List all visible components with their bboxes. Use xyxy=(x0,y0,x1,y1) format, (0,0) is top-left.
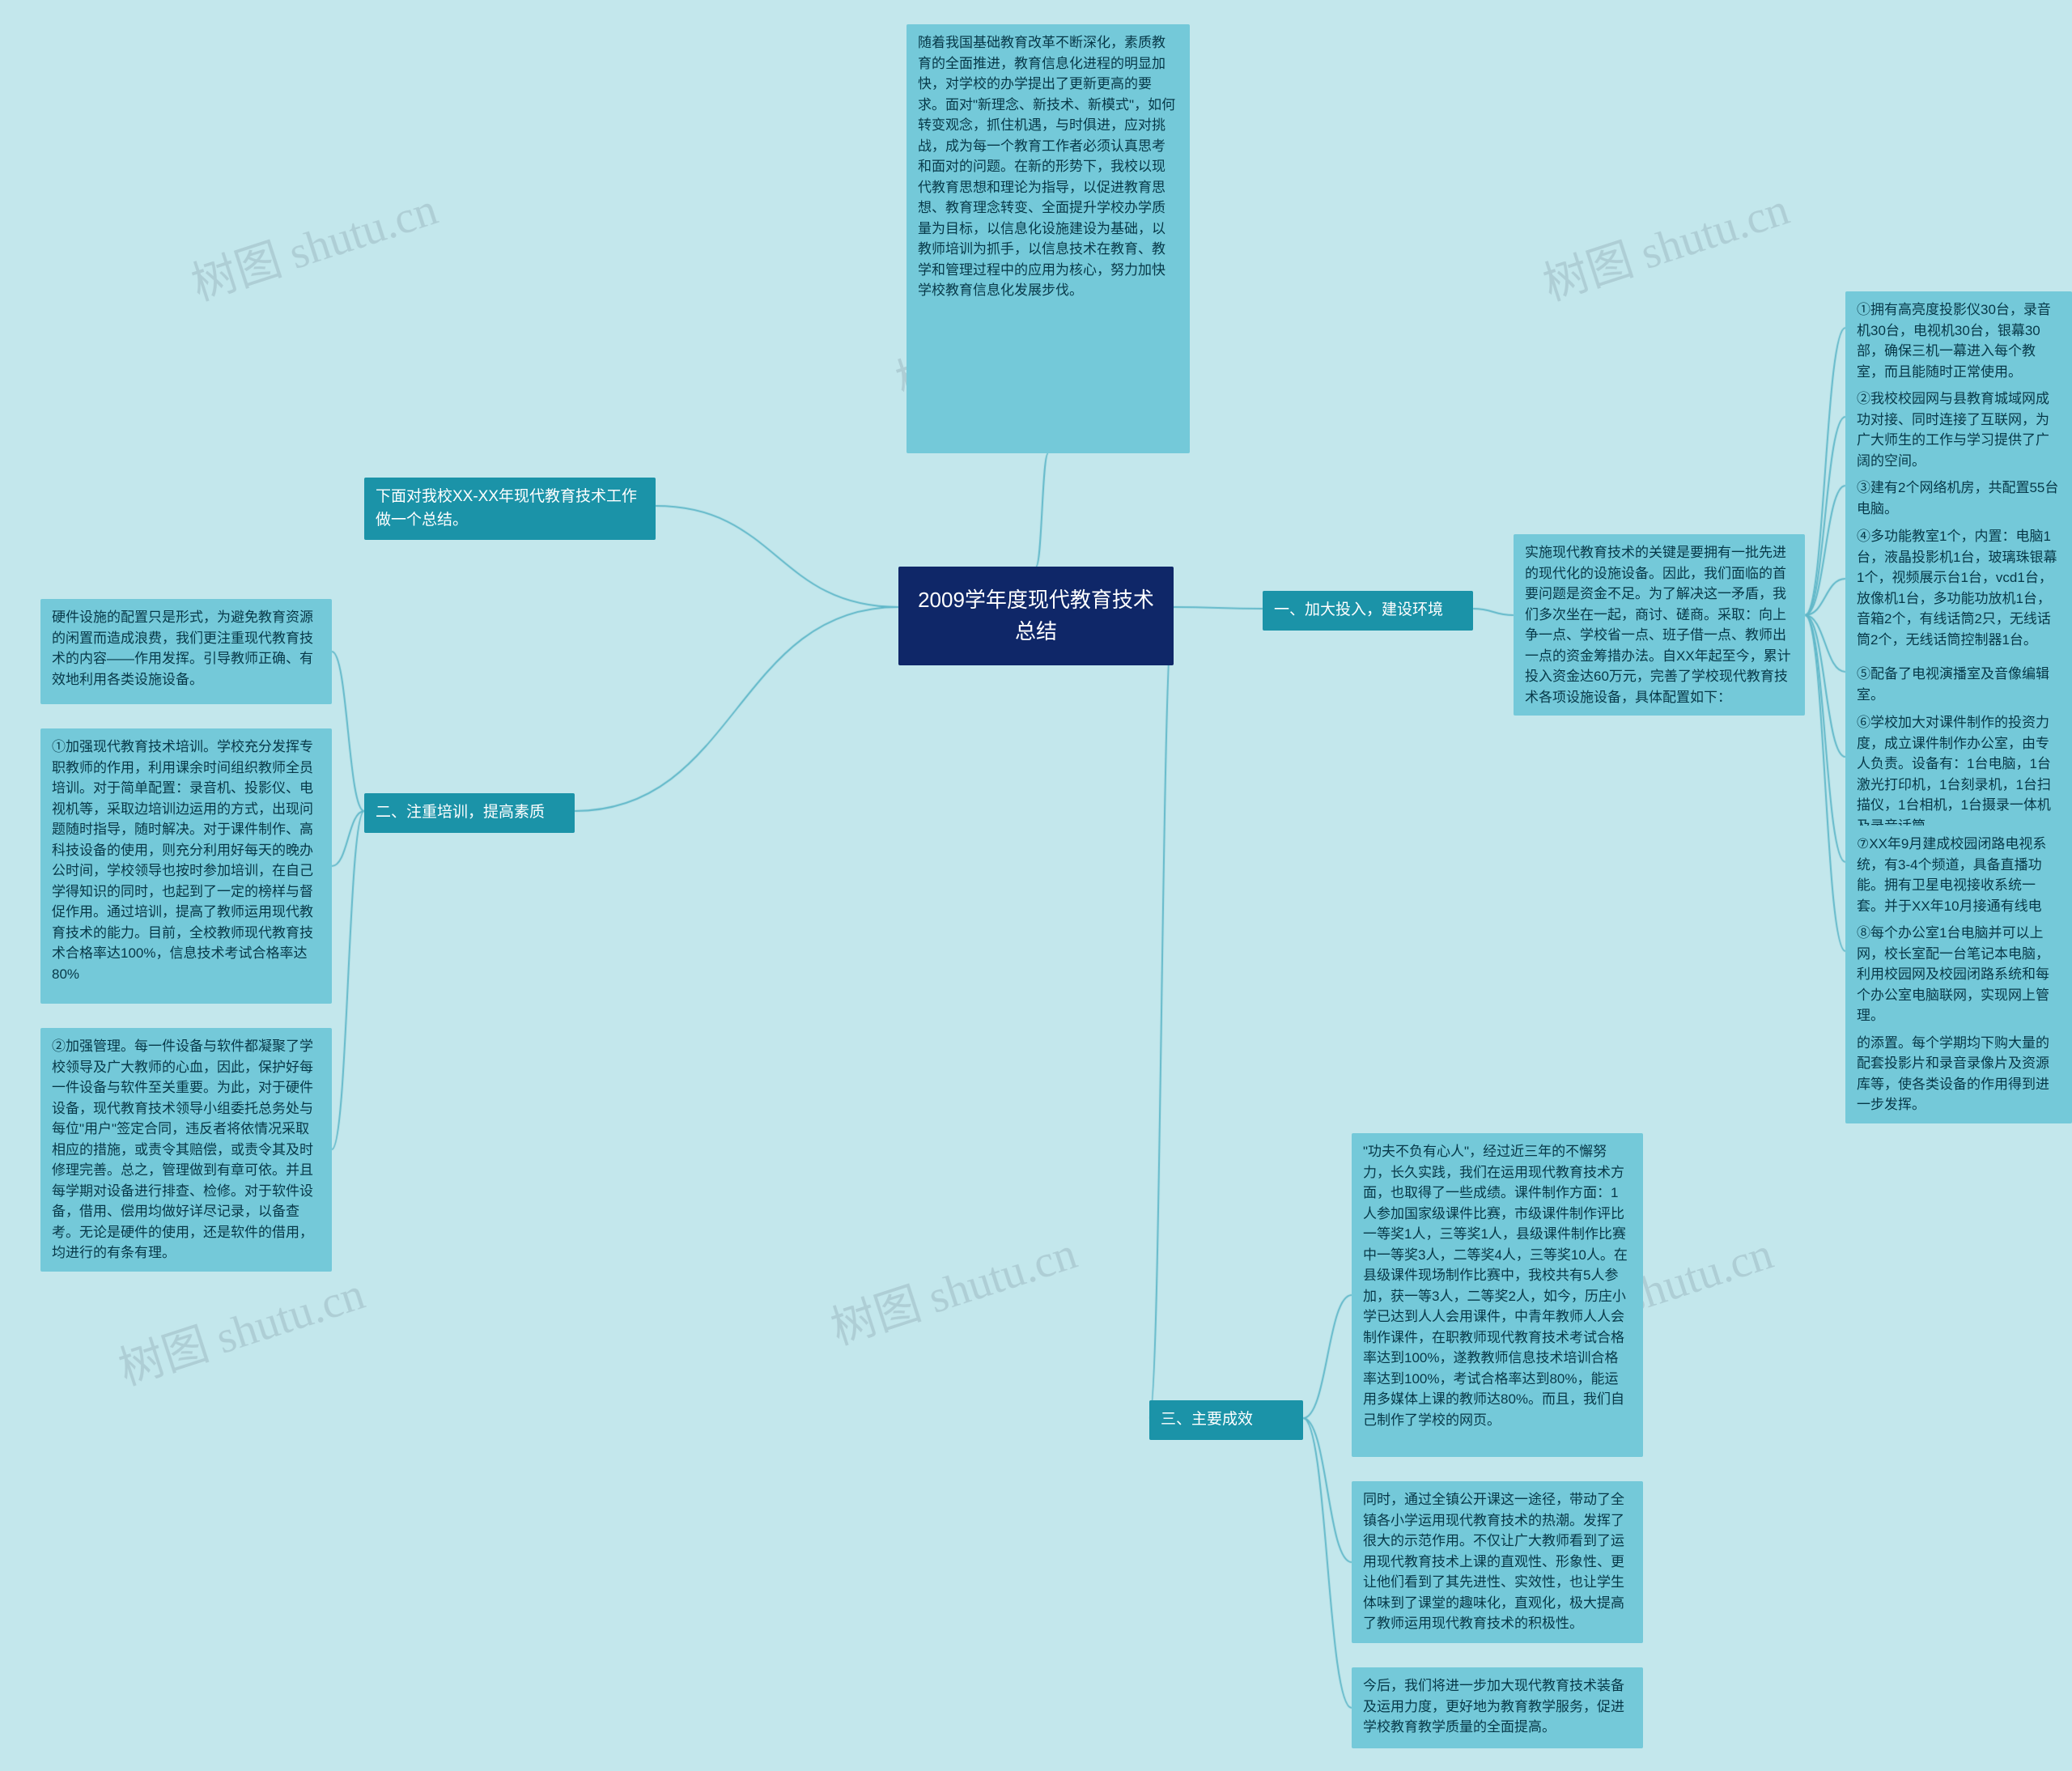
root-node[interactable]: 2009学年度现代教育技术 总结 xyxy=(898,567,1174,665)
intro-paragraph: 随着我国基础教育改革不断深化，素质教育的全面推进，教育信息化进程的明显加快，对学… xyxy=(906,24,1190,453)
section-1-item-1: ①拥有高亮度投影仪30台，录音机30台，电视机30台，银幕30部，确保三机一幕进… xyxy=(1845,291,2072,390)
section-2-title[interactable]: 二、注重培训，提高素质 xyxy=(364,793,575,833)
section-1-item-6: ⑥学校加大对课件制作的投资力度，成立课件制作办公室，由专人负责。设备有：1台电脑… xyxy=(1845,704,2072,844)
section-3-title[interactable]: 三、主要成效 xyxy=(1149,1400,1303,1440)
section-3-item-1: "功夫不负有心人"，经过近三年的不懈努力，长久实践，我们在运用现代教育技术方面，… xyxy=(1352,1133,1643,1457)
section-1-desc: 实施现代教育技术的关键是要拥有一批先进的现代化的设施设备。因此，我们面临的首要问… xyxy=(1514,534,1805,716)
section-2-item-1: ①加强现代教育技术培训。学校充分发挥专职教师的作用，利用课余时间组织教师全员培训… xyxy=(40,728,332,1004)
section-3-item-2: 同时，通过全镇公开课这一途径，带动了全镇各小学运用现代教育技术的热潮。发挥了很大… xyxy=(1352,1481,1643,1643)
section-2-item-2: ②加强管理。每一件设备与软件都凝聚了学校领导及广大教师的心血，因此，保护好每一件… xyxy=(40,1028,332,1272)
section-1-item-8: ⑧每个办公室1台电脑并可以上网，校长室配一台笔记本电脑，利用校园网及校园闭路系统… xyxy=(1845,915,2072,1034)
section-1-item-4: ④多功能教室1个，内置：电脑1台，液晶投影机1台，玻璃珠银幕1个，视频展示台1台… xyxy=(1845,518,2072,658)
section-3-item-3: 今后，我们将进一步加大现代教育技术装备及运用力度，更好地为教育教学服务，促进学校… xyxy=(1352,1667,1643,1748)
section-1-item-2: ②我校校园网与县教育城域网成功对接、同时连接了互联网，为广大师生的工作与学习提供… xyxy=(1845,380,2072,479)
section-2-desc: 硬件设施的配置只是形式，为避免教育资源的闲置而造成浪费，我们更注重现代教育技术的… xyxy=(40,599,332,704)
left-header: 下面对我校XX-XX年现代教育技术工作做一个总结。 xyxy=(364,478,656,540)
section-1-title[interactable]: 一、加大投入，建设环境 xyxy=(1263,591,1473,631)
